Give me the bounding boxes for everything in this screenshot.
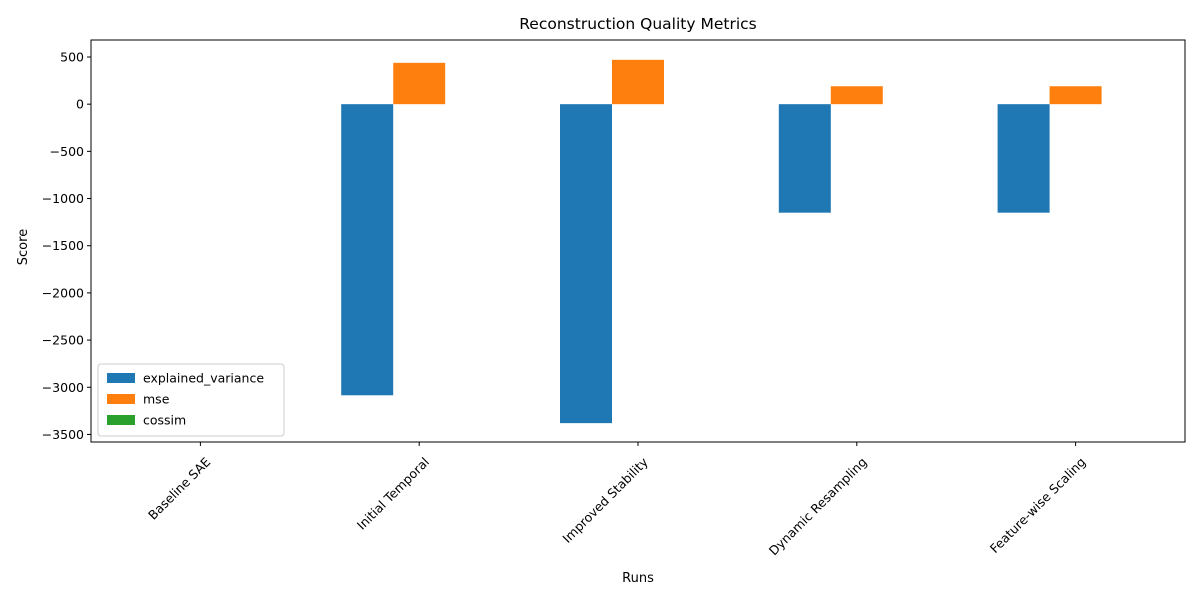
legend-label-explained_variance: explained_variance [143,371,264,386]
legend-swatch-explained_variance [107,373,135,383]
x-axis-label: Runs [622,571,654,586]
legend-label-mse: mse [143,392,170,407]
y-axis-label: Score [16,229,31,265]
legend-swatch-cossim [107,415,135,425]
y-tick-label: −3000 [42,380,84,395]
legend-swatch-mse [107,394,135,404]
bar-mse-2 [612,60,664,104]
chart-title: Reconstruction Quality Metrics [519,15,757,33]
bar-explained_variance-1 [341,104,393,395]
bar-mse-4 [1050,86,1102,104]
y-tick-label: 500 [60,49,84,64]
bar-mse-1 [393,63,445,104]
bar-explained_variance-4 [998,104,1050,213]
bar-explained_variance-2 [560,104,612,423]
legend: explained_variancemse cossim [98,364,284,436]
y-tick-label: −3500 [42,427,84,442]
bar-mse-3 [831,86,883,104]
y-tick-label: −1000 [42,191,84,206]
bar-explained_variance-3 [779,104,831,213]
y-tick-label: −1500 [42,238,84,253]
y-tick-label: −2500 [42,333,84,348]
y-tick-label: −2000 [42,285,84,300]
legend-label-cossim: cossim [143,413,186,428]
y-tick-label: 0 [76,97,84,112]
y-tick-label: −500 [50,144,84,159]
